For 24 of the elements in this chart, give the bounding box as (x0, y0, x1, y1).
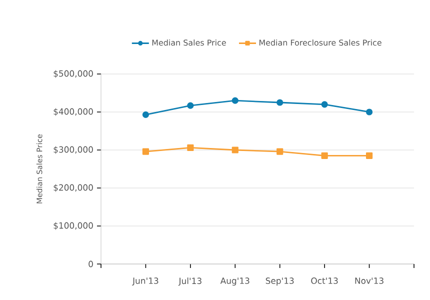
point (276, 99, 284, 106)
x-tick-label: Aug'13 (220, 278, 250, 286)
x-tick-label: Jun'13 (132, 278, 158, 286)
y-tick-label: $100,000 (54, 222, 93, 230)
x-tick-label: Jul'13 (178, 278, 202, 286)
y-tick-label: 0 (88, 260, 93, 268)
x-tick-label: Nov'13 (355, 278, 384, 284)
point (187, 102, 194, 109)
y-tick-label: $500,000 (54, 70, 93, 78)
point (366, 108, 373, 116)
point (321, 152, 328, 159)
point (187, 144, 194, 152)
point (232, 97, 238, 104)
y-tick-label: $400,000 (54, 108, 93, 116)
y-tick-label: $200,000 (54, 184, 93, 192)
y-tick-label: $300,000 (54, 146, 93, 154)
x-tick-label: Sep'13 (266, 278, 294, 286)
x-tick-label: Oct'13 (311, 278, 338, 284)
point (142, 148, 150, 155)
point (366, 152, 373, 159)
point (142, 111, 150, 118)
point (276, 148, 284, 155)
point (321, 101, 328, 108)
point (232, 146, 238, 154)
